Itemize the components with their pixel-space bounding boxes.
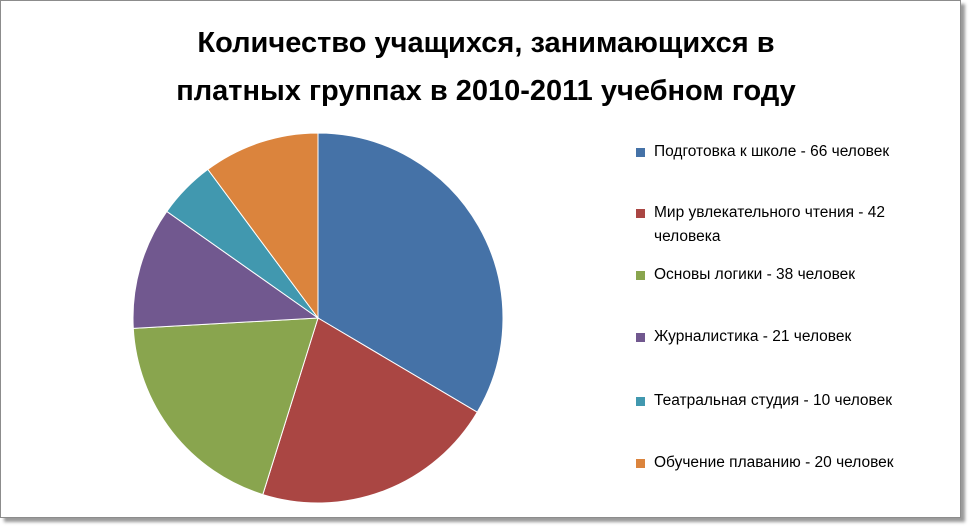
- chart-title: платных группах в 2010-2011 учебном году: [176, 75, 796, 107]
- legend-swatch: [636, 209, 645, 218]
- legend-label: Театральная студия - 10 человек: [654, 392, 892, 409]
- pie-slice: [132, 210, 320, 329]
- legend-swatch: [636, 148, 645, 157]
- legend-swatch: [636, 333, 645, 342]
- legend-label: Журналистика - 21 человек: [654, 328, 852, 345]
- pie-slice: [132, 317, 319, 496]
- legend-swatch: [636, 397, 645, 406]
- legend-item: Журналистика - 21 человек: [636, 325, 946, 349]
- pie-slice: [207, 132, 319, 320]
- legend-item: Подготовка к школе - 66 человек: [636, 140, 946, 164]
- pie-slice: [262, 317, 478, 504]
- legend-label: Обучение плаванию - 20 человек: [654, 454, 894, 471]
- legend-label: Мир увлекательного чтения - 42 человека: [654, 204, 886, 245]
- legend-label: Основы логики - 38 человек: [654, 266, 856, 283]
- legend-item: Основы логики - 38 человек: [636, 263, 946, 287]
- legend-item: Театральная студия - 10 человек: [636, 389, 946, 413]
- pie-slice: [317, 132, 504, 413]
- legend-item: Обучение плаванию - 20 человек: [636, 451, 946, 475]
- legend-label: Подготовка к школе - 66 человек: [654, 143, 890, 160]
- chart-title: Количество учащихся, занимающихся в: [197, 27, 774, 59]
- legend-item: Мир увлекательного чтения - 42 человека: [636, 201, 946, 249]
- legend-swatch: [636, 271, 645, 280]
- legend-swatch: [636, 459, 645, 468]
